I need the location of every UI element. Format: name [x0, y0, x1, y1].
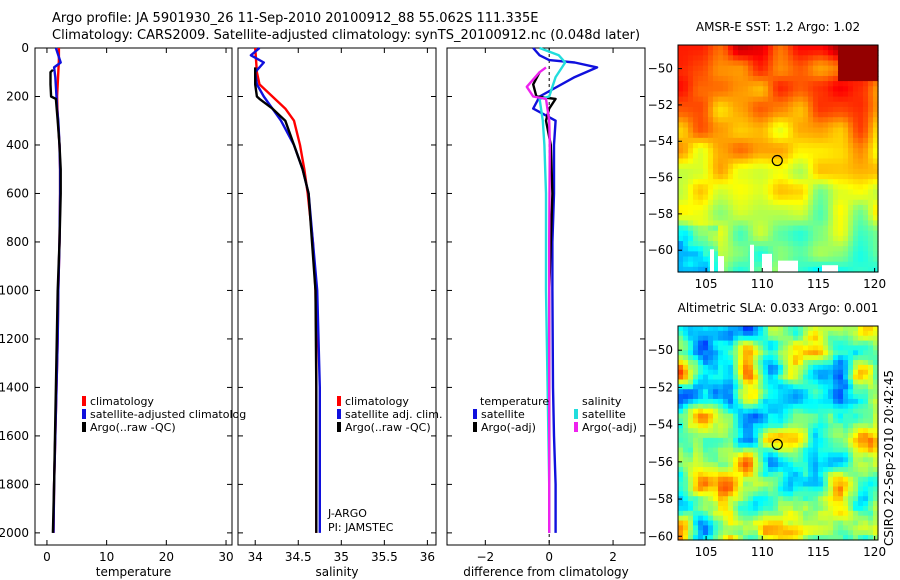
x-tick-label: 2: [609, 550, 617, 564]
y-tick-label: 1200: [0, 332, 29, 346]
legend-sal-climatology-label: climatology: [345, 395, 409, 408]
y-tick-label: 600: [6, 186, 29, 200]
legend-temp-satellite-swatch: [82, 409, 86, 419]
map-x-tick-label: 120: [863, 277, 886, 291]
y-tick-label: 1800: [0, 477, 29, 491]
legend-diff-sal-argo-label: Argo(-adj): [582, 421, 637, 434]
legend-diff-temp-argo-swatch: [473, 422, 477, 432]
y-tick-label: 800: [6, 235, 29, 249]
legend-sal-argo-label: Argo(..raw -QC): [345, 421, 431, 434]
legend-diff-sal-satellite-swatch: [574, 409, 578, 419]
y-tick-label: 200: [6, 89, 29, 103]
map-y-tick-label: −52: [648, 380, 673, 394]
legend-sal-satellite-swatch: [337, 409, 341, 419]
x-tick-label: 20: [159, 550, 174, 564]
y-tick-label: 1600: [0, 429, 29, 443]
y-tick-label: 0: [21, 41, 29, 55]
plot-frame-0: [34, 47, 233, 546]
pi-annotation: PI: JAMSTEC: [328, 521, 394, 534]
y-tick-label: 1000: [0, 283, 29, 297]
map-x-tick-label: 110: [751, 545, 774, 559]
legend-temp-climatology-swatch: [82, 396, 86, 406]
y-tick-label: 1400: [0, 380, 29, 394]
map-y-tick-label: −50: [648, 62, 673, 76]
plot-frame-1: [237, 47, 437, 546]
x-tick-label: 36: [420, 550, 435, 564]
map-y-tick-label: −54: [648, 418, 673, 432]
map-panel-0: [678, 45, 879, 273]
x-axis-label: salinity: [315, 565, 358, 579]
no-data-patch: [762, 253, 772, 272]
y-tick-label: 400: [6, 138, 29, 152]
argo-position-marker: [771, 154, 783, 167]
no-data-patch: [778, 260, 798, 272]
legend-diff-sal-argo-swatch: [574, 422, 578, 432]
map-y-tick-label: −58: [648, 492, 673, 506]
map-x-tick-label: 110: [751, 277, 774, 291]
x-tick-label: 34: [248, 550, 263, 564]
legend-sal-argo-swatch: [337, 422, 341, 432]
legend-sal-satellite-label: satellite adj. clim.: [345, 408, 442, 421]
argo-position-marker: [771, 438, 783, 450]
legend-diff-temp-satellite-label: satellite: [481, 408, 525, 421]
legend-group-temperature: temperature: [480, 395, 549, 408]
j-argo-annotation: J-ARGO: [327, 507, 367, 520]
map-x-tick-label: 115: [807, 545, 830, 559]
map-y-tick-label: −58: [648, 207, 673, 221]
x-tick-label: 0: [545, 550, 553, 564]
y-tick-label: 2000: [0, 526, 29, 540]
x-axis-label: temperature: [96, 565, 171, 579]
legend-sal-climatology-swatch: [337, 396, 341, 406]
map-y-tick-label: −56: [648, 171, 673, 185]
side-timestamp-label: CSIRO 22-Sep-2010 20:42:45: [882, 370, 896, 546]
legend-diff-temp-argo-label: Argo(-adj): [481, 421, 536, 434]
x-tick-label: 35: [334, 550, 349, 564]
map-frame-1: [677, 325, 879, 541]
map-title: Altimetric SLA: 0.033 Argo: 0.001: [678, 301, 879, 315]
legend-temp-satellite-label: satellite-adjusted climatolog: [90, 408, 246, 421]
map-title: AMSR-E SST: 1.2 Argo: 1.02: [696, 20, 860, 34]
map-x-tick-label: 115: [807, 277, 830, 291]
legend-group-salinity: salinity: [582, 395, 622, 408]
legend-temp-argo-swatch: [82, 422, 86, 432]
series-line-salinity-satellite: [538, 46, 567, 533]
map-y-tick-label: −54: [648, 134, 673, 148]
map-y-tick-label: −52: [648, 98, 673, 112]
x-tick-label: 34.5: [285, 550, 312, 564]
x-axis-label: difference from climatology: [463, 565, 629, 579]
no-data-patch: [710, 249, 714, 272]
x-tick-label: 35.5: [371, 550, 398, 564]
map-y-tick-label: −60: [648, 529, 673, 543]
map-y-tick-label: −56: [648, 455, 673, 469]
map-y-tick-label: −60: [648, 243, 673, 257]
x-tick-label: −2: [476, 550, 494, 564]
title-line-1: Argo profile: JA 5901930_26 11-Sep-2010 …: [52, 11, 539, 26]
x-tick-label: 0: [43, 550, 51, 564]
series-line-satellite-adj-clim-: [249, 47, 321, 533]
no-data-patch: [750, 244, 754, 272]
no-data-patch: [822, 265, 838, 272]
title-line-2: Climatology: CARS2009. Satellite-adjuste…: [52, 28, 641, 43]
legend-temp-climatology-label: climatology: [90, 395, 154, 408]
no-data-patch: [718, 256, 724, 272]
series-line-temperature-satellite: [532, 47, 599, 533]
map-x-tick-label: 120: [863, 545, 886, 559]
map-x-tick-label: 105: [695, 277, 718, 291]
x-tick-label: 30: [218, 550, 233, 564]
series-line-argo-raw-qc-: [253, 67, 318, 533]
map-frame-0: [677, 44, 879, 273]
legend-diff-sal-satellite-label: satellite: [582, 408, 626, 421]
series-line-argo-raw-qc-: [49, 68, 62, 533]
map-y-tick-label: −50: [648, 343, 673, 357]
x-tick-label: 10: [99, 550, 114, 564]
map-panel-1: [678, 326, 879, 541]
series-line-salinity-argo-adj-: [525, 66, 551, 533]
map-x-tick-label: 105: [695, 545, 718, 559]
legend-temp-argo-label: Argo(..raw -QC): [90, 421, 176, 434]
legend-diff-temp-satellite-swatch: [473, 409, 477, 419]
